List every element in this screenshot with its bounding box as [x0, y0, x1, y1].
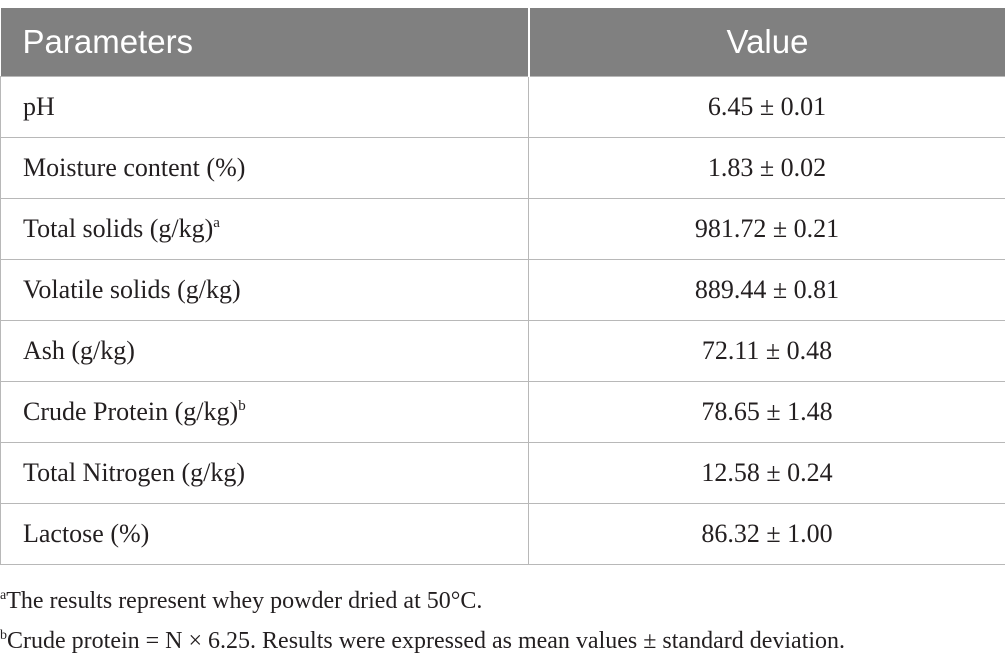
- value-cell: 981.72 ± 0.21: [528, 198, 1005, 260]
- table-footnotes: aThe results represent whey powder dried…: [0, 581, 1005, 661]
- value-cell: 1.83 ± 0.02: [528, 137, 1005, 199]
- parameter-label: Moisture content (%): [23, 153, 246, 182]
- parameter-cell: Crude Protein (g/kg)b: [0, 381, 529, 443]
- value-cell: 6.45 ± 0.01: [528, 76, 1005, 138]
- parameter-cell: pH: [0, 76, 529, 138]
- footnote-mark: a: [0, 588, 7, 603]
- parameter-label: Total solids (g/kg): [23, 214, 214, 243]
- parameter-label: Total Nitrogen (g/kg): [23, 458, 246, 487]
- value-cell: 72.11 ± 0.48: [528, 320, 1005, 382]
- footnote-text: Crude protein = N × 6.25. Results were e…: [7, 628, 846, 654]
- table-row: Ash (g/kg) 72.11 ± 0.48: [0, 320, 1005, 382]
- parameter-label: Lactose (%): [23, 519, 150, 548]
- parameter-label: Volatile solids (g/kg): [23, 275, 241, 304]
- parameter-cell: Total solids (g/kg)a: [0, 198, 529, 260]
- parameter-label: Crude Protein (g/kg): [23, 397, 239, 426]
- parameter-cell: Lactose (%): [0, 503, 529, 565]
- parameter-cell: Volatile solids (g/kg): [0, 259, 529, 321]
- header-parameters: Parameters: [0, 8, 530, 77]
- value-cell: 78.65 ± 1.48: [528, 381, 1005, 443]
- footnote-marker: a: [213, 215, 220, 231]
- footnote-a: aThe results represent whey powder dried…: [0, 581, 1005, 621]
- footnote-mark: b: [0, 628, 7, 643]
- table-row: Volatile solids (g/kg) 889.44 ± 0.81: [0, 259, 1005, 321]
- table-body: pH 6.45 ± 0.01 Moisture content (%) 1.83…: [0, 76, 1005, 565]
- table-row: Total solids (g/kg)a 981.72 ± 0.21: [0, 198, 1005, 260]
- table-row: Moisture content (%) 1.83 ± 0.02: [0, 137, 1005, 199]
- parameter-cell: Total Nitrogen (g/kg): [0, 442, 529, 504]
- composition-table-container: Parameters Value pH 6.45 ± 0.01 Moisture…: [0, 8, 1005, 565]
- footnote-b: bCrude protein = N × 6.25. Results were …: [0, 621, 1005, 661]
- value-cell: 12.58 ± 0.24: [528, 442, 1005, 504]
- value-cell: 889.44 ± 0.81: [528, 259, 1005, 321]
- parameter-cell: Moisture content (%): [0, 137, 529, 199]
- table-row: Total Nitrogen (g/kg) 12.58 ± 0.24: [0, 442, 1005, 504]
- parameter-cell: Ash (g/kg): [0, 320, 529, 382]
- table-row: pH 6.45 ± 0.01: [0, 76, 1005, 138]
- header-row: Parameters Value: [0, 8, 1005, 77]
- header-value: Value: [528, 8, 1005, 77]
- parameter-label: pH: [23, 92, 55, 121]
- parameter-label: Ash (g/kg): [23, 336, 135, 365]
- composition-table: Parameters Value pH 6.45 ± 0.01 Moisture…: [0, 8, 1005, 565]
- table-row: Crude Protein (g/kg)b 78.65 ± 1.48: [0, 381, 1005, 443]
- footnote-marker: b: [238, 398, 246, 414]
- footnote-text: The results represent whey powder dried …: [6, 588, 483, 614]
- value-cell: 86.32 ± 1.00: [528, 503, 1005, 565]
- table-row: Lactose (%) 86.32 ± 1.00: [0, 503, 1005, 565]
- table-header: Parameters Value: [0, 8, 1005, 77]
